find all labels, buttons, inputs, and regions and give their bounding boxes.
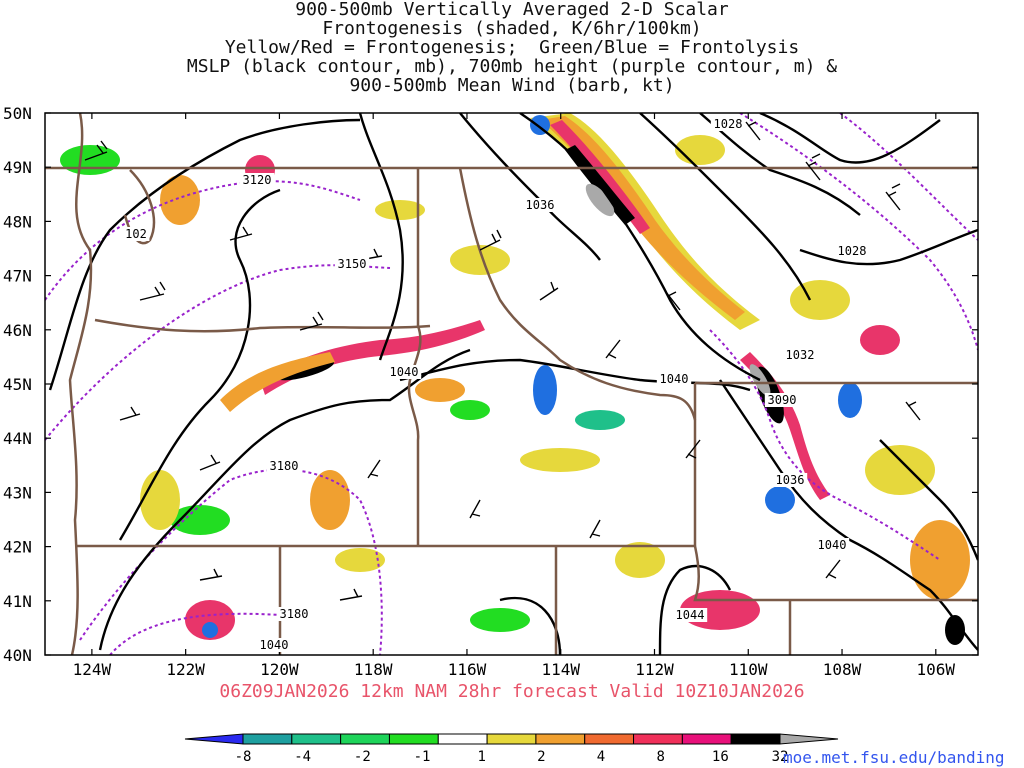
svg-text:1036: 1036 (776, 473, 805, 487)
lat-label: 48N (3, 212, 32, 231)
lat-label: 40N (3, 646, 32, 665)
colorbar-segment (437, 733, 488, 745)
svg-text:3090: 3090 (768, 393, 797, 407)
title-line-5: 900-500mb Mean Wind (barb, kt) (349, 75, 675, 96)
lat-label: 49N (3, 158, 32, 177)
mslp-contour-label: 1040 (814, 538, 850, 552)
height-contour-label: 3180 (266, 459, 302, 473)
lon-label: 110W (729, 660, 768, 679)
colorbar-label: 4 (597, 749, 605, 765)
svg-text:1040: 1040 (390, 365, 419, 379)
mslp-contour-label: 1040 (386, 365, 422, 379)
colorbar-segment (340, 733, 390, 745)
lon-label: 112W (635, 660, 674, 679)
colorbar-segment (681, 733, 732, 745)
lon-label: 122W (166, 660, 205, 679)
colorbar-label: -4 (294, 749, 311, 765)
mslp-contour-label: 1036 (772, 473, 808, 487)
lat-label: 43N (3, 483, 32, 502)
colorbar-label: -2 (354, 749, 371, 765)
lat-label: 46N (3, 321, 32, 340)
lat-label: 44N (3, 429, 32, 448)
title-line-1: 900-500mb Vertically Averaged 2-D Scalar (295, 0, 729, 20)
lon-label: 120W (260, 660, 299, 679)
svg-text:1028: 1028 (838, 244, 867, 258)
height-contour-label: 3090 (764, 393, 800, 407)
svg-text:3150: 3150 (338, 257, 367, 271)
colorbar-label: 16 (712, 749, 729, 765)
height-contour-label: 3150 (334, 257, 370, 271)
lat-label: 41N (3, 592, 32, 611)
colorbar-arrow-left (184, 733, 244, 745)
mslp-contour-label: 1032 (782, 348, 818, 362)
mslp-contour-label: 1040 (256, 638, 292, 652)
svg-text:3180: 3180 (280, 607, 309, 621)
lat-label: 47N (3, 267, 32, 286)
svg-text:1032: 1032 (786, 348, 815, 362)
mslp-contour-label: 1036 (522, 198, 558, 212)
lon-label: 118W (354, 660, 393, 679)
colorbar-label: 1 (477, 749, 485, 765)
mslp-contour-label: 1044 (672, 608, 708, 622)
mslp-contours (48, 113, 978, 655)
valid-time-label: 06Z09JAN2026 12km NAM 28hr forecast Vali… (219, 681, 805, 702)
svg-text:1036: 1036 (526, 198, 555, 212)
colorbar-label: 32 (772, 749, 789, 765)
lon-label: 116W (448, 660, 487, 679)
lon-label: 106W (917, 660, 956, 679)
svg-text:3180: 3180 (270, 459, 299, 473)
colorbar-arrow-right (779, 733, 839, 745)
contour-labels: 1028 1036 1028 102 1032 1040 1040 1036 1040 1044 1… (122, 117, 870, 652)
height-contour-label: 3120 (239, 173, 275, 187)
title-line-4: MSLP (black contour, mb), 700mb height (… (186, 56, 838, 77)
colorbar-segment (730, 733, 781, 745)
longitude-labels: 124W 122W 120W 118W 116W 114W 112W 110W 108W 106W (73, 660, 956, 679)
colorbar-label: -8 (235, 749, 252, 765)
colorbar-segment (535, 733, 586, 745)
height-contour-label: 3180 (276, 607, 312, 621)
colorbar-label: 2 (537, 749, 545, 765)
wind-barbs (84, 121, 921, 601)
svg-text:1028: 1028 (714, 117, 743, 131)
mslp-contour-label: 1040 (656, 372, 692, 386)
colorbar-segment (633, 733, 683, 745)
mslp-contour-label: 1028 (710, 117, 746, 131)
credit-url[interactable]: moe.met.fsu.edu/banding (783, 748, 1005, 767)
svg-text:1044: 1044 (676, 608, 705, 622)
colorbar-segment (242, 733, 293, 745)
lat-label: 45N (3, 375, 32, 394)
colorbar-label: -1 (414, 749, 431, 765)
colorbar-segment (584, 733, 635, 745)
mslp-contour-label: 102 (122, 227, 150, 241)
svg-text:1040: 1040 (260, 638, 289, 652)
svg-text:1040: 1040 (660, 372, 689, 386)
mslp-contour-label: 1028 (834, 244, 870, 258)
latitude-labels: 50N 49N 48N 47N 46N 45N 44N 43N 42N 41N 40N (3, 104, 32, 665)
lat-label: 42N (3, 538, 32, 557)
chart-title: 900-500mb Vertically Averaged 2-D Scalar… (0, 0, 1024, 95)
colorbar: -8 -4 -2 -1 1 2 4 8 16 32 (184, 733, 839, 765)
svg-text:102: 102 (125, 227, 147, 241)
lat-label: 50N (3, 104, 32, 123)
lon-label: 108W (823, 660, 862, 679)
lon-label: 114W (541, 660, 580, 679)
lon-label: 124W (73, 660, 112, 679)
colorbar-segment (486, 733, 537, 745)
colorbar-label: 8 (656, 749, 664, 765)
title-line-2: Frontogenesis (shaded, K/6hr/100km) (322, 18, 702, 39)
colorbar-segment (291, 733, 342, 745)
svg-text:1040: 1040 (818, 538, 847, 552)
svg-text:3120: 3120 (243, 173, 272, 187)
colorbar-segment (388, 733, 439, 745)
title-line-3: Yellow/Red = Frontogenesis; Green/Blue =… (224, 37, 800, 58)
political-borders (45, 113, 978, 655)
